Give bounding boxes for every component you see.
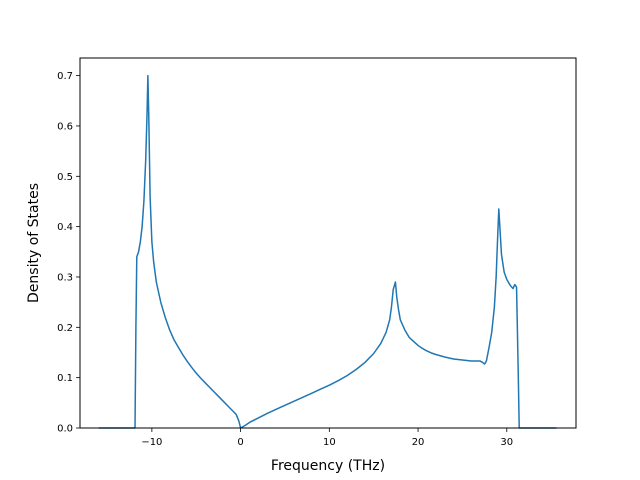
y-tick-label: 0.2: [57, 323, 73, 334]
y-tick-label: 0.7: [57, 71, 73, 82]
x-axis: −10 0 10 20 30: [141, 428, 513, 448]
y-tick-label: 0.4: [57, 222, 73, 233]
series-layer: [98, 74, 557, 429]
x-tick-label: −10: [141, 437, 162, 448]
y-tick-label: 0.1: [57, 373, 73, 384]
dos-series-line: [98, 74, 557, 429]
x-tick-label: 0: [237, 437, 243, 448]
x-tick-label: 30: [500, 437, 513, 448]
y-tick-label: 0.6: [57, 121, 73, 132]
plot-frame: [79, 57, 577, 429]
y-axis: 0.0 0.1 0.2 0.3 0.4 0.5 0.6 0.7: [57, 71, 80, 435]
x-tick-label: 10: [323, 437, 336, 448]
x-tick-label: 20: [412, 437, 425, 448]
x-axis-label: Frequency (THz): [271, 458, 385, 474]
y-axis-label: Density of States: [26, 183, 42, 303]
y-tick-label: 0.0: [57, 424, 73, 435]
y-tick-label: 0.3: [57, 272, 73, 283]
y-tick-label: 0.5: [57, 172, 73, 183]
